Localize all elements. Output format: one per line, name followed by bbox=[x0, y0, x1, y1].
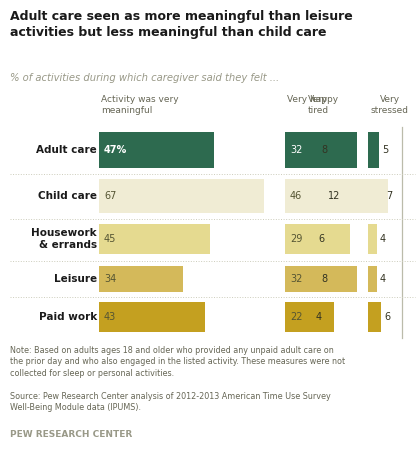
Bar bbox=[99, 132, 215, 168]
Bar bbox=[99, 266, 183, 292]
Text: 4: 4 bbox=[380, 234, 386, 244]
Text: 67: 67 bbox=[104, 191, 116, 201]
Text: 32: 32 bbox=[290, 274, 302, 284]
Text: 5: 5 bbox=[382, 145, 388, 155]
Text: Leisure: Leisure bbox=[54, 274, 97, 284]
Text: 8: 8 bbox=[322, 145, 328, 155]
Bar bbox=[285, 179, 388, 213]
Text: PEW RESEARCH CENTER: PEW RESEARCH CENTER bbox=[10, 430, 132, 439]
Bar bbox=[307, 266, 319, 292]
Text: 47%: 47% bbox=[104, 145, 127, 155]
Text: Very happy: Very happy bbox=[287, 95, 338, 104]
Text: 8: 8 bbox=[322, 274, 328, 284]
Bar bbox=[368, 266, 377, 292]
Text: 34: 34 bbox=[104, 274, 116, 284]
Text: Adult care: Adult care bbox=[36, 145, 97, 155]
Bar bbox=[307, 132, 319, 168]
Bar bbox=[99, 302, 205, 332]
Text: Activity was very
meaningful: Activity was very meaningful bbox=[101, 95, 178, 115]
Bar bbox=[307, 302, 313, 332]
Text: Paid work: Paid work bbox=[39, 312, 97, 322]
Text: Adult care seen as more meaningful than leisure
activities but less meaningful t: Adult care seen as more meaningful than … bbox=[10, 10, 353, 39]
Text: Child care: Child care bbox=[38, 191, 97, 201]
Text: 43: 43 bbox=[104, 312, 116, 322]
Text: 4: 4 bbox=[380, 274, 386, 284]
Bar bbox=[99, 224, 210, 254]
Text: Note: Based on adults ages 18 and older who provided any unpaid adult care on
th: Note: Based on adults ages 18 and older … bbox=[10, 346, 345, 378]
Bar bbox=[285, 224, 350, 254]
Text: Very
tired: Very tired bbox=[307, 95, 328, 115]
Text: Source: Pew Research Center analysis of 2012-2013 American Time Use Survey
Well-: Source: Pew Research Center analysis of … bbox=[10, 392, 331, 413]
Text: Housework
& errands: Housework & errands bbox=[32, 228, 97, 250]
Text: 7: 7 bbox=[386, 191, 393, 201]
Bar bbox=[368, 224, 377, 254]
Text: Very
stressed: Very stressed bbox=[371, 95, 409, 115]
Text: 29: 29 bbox=[290, 234, 302, 244]
Text: 46: 46 bbox=[290, 191, 302, 201]
Text: 12: 12 bbox=[328, 191, 340, 201]
Bar bbox=[368, 132, 379, 168]
Text: 45: 45 bbox=[104, 234, 116, 244]
Bar bbox=[368, 302, 381, 332]
Bar bbox=[285, 266, 357, 292]
Text: 6: 6 bbox=[384, 312, 390, 322]
Bar bbox=[368, 179, 383, 213]
Text: % of activities during which caregiver said they felt ...: % of activities during which caregiver s… bbox=[10, 73, 279, 83]
Bar bbox=[99, 179, 264, 213]
Text: 22: 22 bbox=[290, 312, 302, 322]
Bar bbox=[285, 302, 334, 332]
Text: 4: 4 bbox=[316, 312, 322, 322]
Bar bbox=[307, 179, 325, 213]
Text: 6: 6 bbox=[319, 234, 325, 244]
Text: 32: 32 bbox=[290, 145, 302, 155]
Bar bbox=[285, 132, 357, 168]
Bar bbox=[307, 224, 316, 254]
